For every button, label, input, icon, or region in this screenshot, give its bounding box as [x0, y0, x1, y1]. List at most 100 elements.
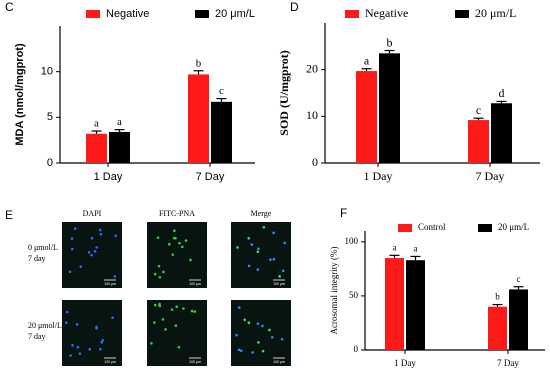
cell [247, 237, 251, 240]
significance-letter: a [94, 118, 99, 130]
cell [236, 246, 239, 249]
significance-letter: a [364, 53, 370, 67]
cell [280, 337, 284, 341]
cell [65, 310, 69, 314]
scale-bar-label: 100 μm [189, 282, 201, 286]
cell [184, 239, 188, 242]
significance-letter: a [393, 242, 397, 252]
cell [243, 318, 246, 322]
cell [173, 229, 176, 232]
cell [99, 232, 103, 236]
cell [239, 349, 243, 353]
y-tick-label: 10 [41, 66, 53, 78]
cell [69, 354, 72, 357]
y-tick-label: 5 [47, 111, 53, 123]
x-tick-label: 7 Day [476, 169, 505, 183]
cell [157, 264, 161, 268]
cell [100, 341, 103, 344]
row-label: 0 μmol/L [28, 243, 58, 252]
micrograph [147, 300, 207, 366]
y-axis-label: MDA (nmol/mgprot) [14, 43, 26, 146]
cell [170, 308, 174, 311]
bar [188, 74, 209, 163]
bar [211, 101, 232, 163]
cell [257, 247, 260, 251]
row-label: 7 day [28, 332, 46, 341]
cell [278, 275, 281, 278]
bar [356, 71, 377, 163]
column-header: DAPI [83, 209, 102, 218]
cell [114, 234, 117, 238]
legend-swatch [398, 224, 412, 232]
y-axis-label: Acrosomal integrity (%) [329, 247, 339, 335]
column-header: FITC-PNA [159, 209, 195, 218]
micrograph [231, 222, 291, 288]
y-tick-label: 0 [312, 155, 318, 169]
chart: C 0 5 10 MDA (nmol/mgprot) 1 Day 7 Day Negative… [5, 0, 255, 183]
cell [162, 270, 165, 274]
y-tick-label: 50 [349, 290, 359, 300]
cell [101, 338, 105, 342]
bar [406, 260, 425, 350]
x-tick-label: 7 Day [196, 171, 225, 183]
y-tick-label: 10 [306, 108, 318, 122]
legend-label: 20 μm/L [498, 222, 529, 232]
significance-letter: a [117, 116, 122, 128]
legend-swatch [478, 224, 492, 232]
panel-letter: C [5, 0, 14, 14]
legend-swatch [345, 10, 359, 18]
cell [90, 253, 93, 257]
cell [156, 236, 160, 239]
significance-letter: c [476, 103, 481, 117]
bar [379, 53, 400, 164]
cell [65, 321, 68, 325]
bar [86, 133, 107, 163]
cell [261, 324, 264, 328]
cell [150, 342, 153, 345]
cell [257, 341, 260, 344]
cell [174, 324, 178, 327]
cell [268, 328, 271, 332]
legend-swatch [86, 10, 100, 18]
x-tick-label: 1 Day [394, 358, 416, 368]
cell [261, 349, 265, 353]
column-header: Merge [251, 209, 272, 218]
cell [281, 269, 285, 273]
panel-letter: E [5, 208, 13, 222]
cell [70, 237, 74, 240]
cell [269, 258, 272, 261]
legend-label: Negative [106, 8, 149, 20]
cell [153, 321, 156, 324]
significance-letter: b [196, 57, 202, 69]
cell [158, 304, 162, 308]
legend-label: Negative [365, 6, 408, 20]
cell [95, 327, 98, 330]
legend-swatch [195, 10, 209, 18]
cell [174, 236, 177, 240]
y-axis-label: SOD (U/mgprot) [277, 50, 291, 135]
cell [262, 225, 266, 229]
cell [167, 242, 171, 246]
significance-letter: c [517, 274, 521, 284]
image-panel: E DAPI FITC-PNA Merge 0 μmol/L 7 day 100 μm 10… [5, 208, 291, 366]
bar [109, 131, 130, 163]
cell [161, 318, 165, 321]
cell [79, 265, 83, 268]
x-tick-label: 7 Day [497, 358, 519, 368]
cell [68, 270, 72, 274]
chart: D 0 10 20 SOD (U/mgprot) 1 Day 7 Day Negative a c… [277, 0, 540, 183]
cell [181, 245, 184, 249]
cell [113, 275, 117, 278]
cell [256, 250, 260, 254]
cell [73, 227, 77, 230]
cell [111, 316, 114, 320]
cell [272, 231, 275, 235]
cell [76, 345, 80, 349]
cell [88, 348, 92, 351]
cell [251, 351, 254, 354]
cell [237, 348, 241, 352]
scale-bar-label: 100 μm [189, 360, 201, 364]
cell [71, 343, 74, 347]
scale-bar-label: 100 μm [273, 282, 285, 286]
